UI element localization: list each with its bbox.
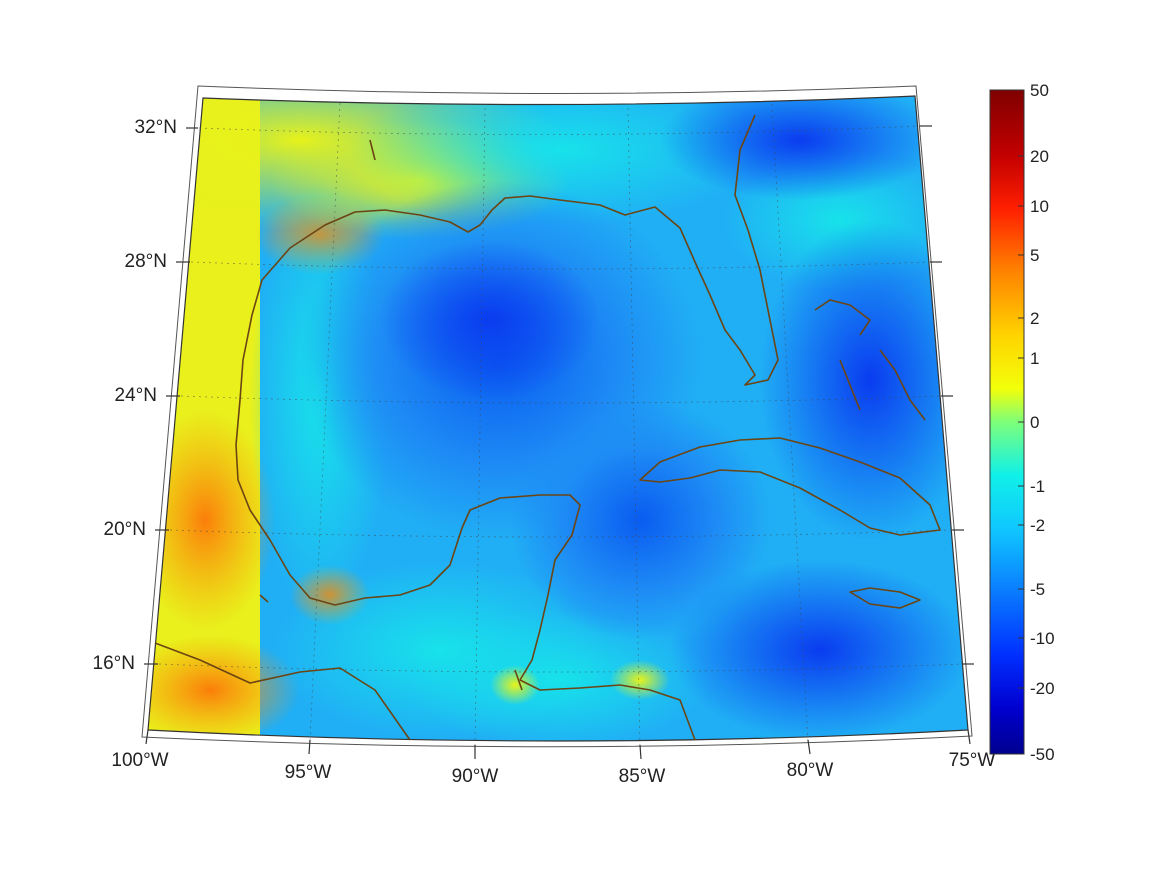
lat-label-20n: 20°N (104, 519, 146, 540)
lon-label-80w: 80°W (787, 760, 834, 781)
colorbar-tick-neg5: -5 (1030, 580, 1045, 599)
lon-label-100w: 100°W (111, 750, 168, 771)
lon-label-75w: 75°W (949, 750, 996, 771)
colorbar-tick-0: 0 (1030, 413, 1039, 432)
colorbar-tick-neg2: -2 (1030, 516, 1045, 535)
colorbar-tick-50: 50 (1030, 81, 1049, 100)
map-frame-outer (141, 85, 973, 748)
lat-label-32n: 32°N (135, 117, 177, 138)
colorbar-tick-neg1: -1 (1030, 477, 1045, 496)
lon-label-90w: 90°W (452, 766, 499, 787)
colorbar-tick-neg20: -20 (1030, 679, 1055, 698)
colorbar-tick-2: 2 (1030, 309, 1039, 328)
colorbar-tick-20: 20 (1030, 147, 1049, 166)
map-frame (147, 95, 969, 742)
coastlines (154, 114, 941, 741)
axis-ticks (144, 125, 974, 760)
colorbar-tick-neg10: -10 (1030, 629, 1055, 648)
lat-label-28n: 28°N (125, 251, 167, 272)
graticule (158, 102, 963, 749)
colorbar-tick-1: 1 (1030, 349, 1039, 368)
lon-label-95w: 95°W (285, 762, 332, 783)
lon-label-85w: 85°W (619, 766, 666, 787)
colorbar-tick-neg50: -50 (1030, 745, 1055, 764)
colorbar-tick-5: 5 (1030, 246, 1039, 265)
colorbar: 50 20 10 5 2 1 0 -1 -2 -5 -10 -20 -50 (989, 81, 1055, 764)
field-layer (148, 96, 968, 741)
colorbar-tick-10: 10 (1030, 197, 1049, 216)
lat-label-24n: 24°N (115, 385, 157, 406)
lat-label-16n: 16°N (93, 653, 135, 674)
